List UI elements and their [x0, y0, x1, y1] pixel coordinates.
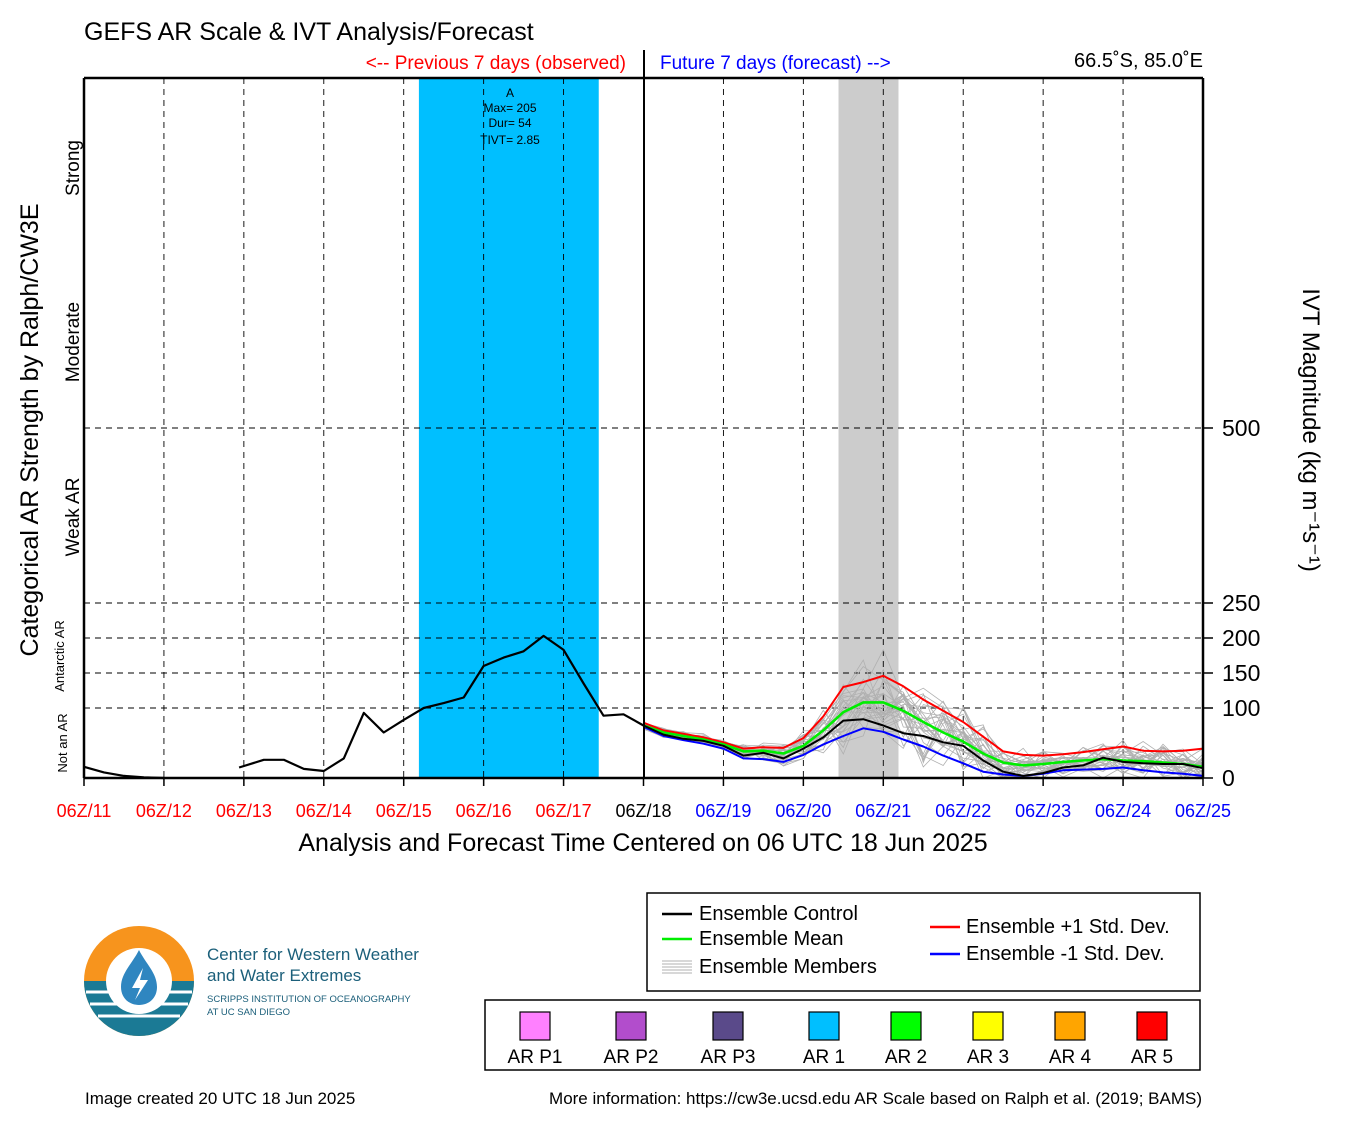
y-tick-label: 250 [1222, 590, 1260, 616]
legend-members-label: Ensemble Members [699, 956, 877, 978]
scale-swatch [1136, 1011, 1168, 1041]
scale-label: AR 1 [803, 1047, 845, 1068]
line-legend-box [646, 892, 1201, 992]
scale-label: AR 3 [967, 1047, 1009, 1068]
legend-control-label: Ensemble Control [699, 903, 858, 925]
x-tick-label: 06Z/11 [57, 801, 112, 821]
x-tick-label: 06Z/21 [855, 801, 911, 821]
location-label: 66.5˚S, 85.0˚E [1074, 50, 1203, 72]
x-tick-label: 06Z/17 [536, 801, 592, 821]
ar-event-max: Max= 205 [483, 101, 536, 115]
y-tick-label: 500 [1222, 415, 1260, 441]
category-antarctic: Antarctic AR [52, 620, 67, 692]
footer-created: Image created 20 UTC 18 Jun 2025 [85, 1089, 355, 1108]
x-tick-label: 06Z/19 [695, 801, 751, 821]
logo-line-3: SCRIPPS INSTITUTION OF OCEANOGRAPHY [207, 994, 411, 1005]
scale-label: AR P2 [604, 1047, 659, 1068]
category-moderate: Moderate [63, 302, 84, 382]
y-tick-label: 100 [1222, 695, 1260, 721]
x-tick-label: 06Z/14 [296, 801, 352, 821]
scale-label: AR 4 [1049, 1047, 1092, 1068]
scale-legend-items: AR P1 AR P2 AR P3 AR 1 AR 2 AR 3 AR 4 AR 5 [508, 1011, 1173, 1068]
ar-event-dur: Dur= 54 [488, 116, 531, 130]
series-ensemble-1-std-dev- [643, 674, 1204, 757]
x-axis-title: Analysis and Forecast Time Centered on 0… [298, 829, 987, 857]
y-right-axis-title: IVT Magnitude (kg m⁻¹s⁻¹) [1297, 288, 1324, 572]
legend-plus-label: Ensemble +1 Std. Dev. [966, 916, 1170, 938]
axis-ticks: 06Z/11 06Z/12 06Z/13 06Z/14 06Z/15 06Z/16 06Z/… [57, 415, 1261, 821]
chart-title: GEFS AR Scale & IVT Analysis/Forecast [84, 18, 534, 46]
scale-swatch [615, 1011, 647, 1041]
observed-ivt-line [83, 765, 164, 780]
logo-line-2: and Water Extremes [207, 966, 361, 985]
series-ensemble-1-std-dev- [643, 725, 1204, 777]
ar-event-tivt: TIVT= 2.85 [480, 133, 540, 147]
x-tick-label: 06Z/13 [216, 801, 272, 821]
y-left-axis-title: Categorical AR Strength by Ralph/CW3E [16, 204, 44, 657]
x-tick-label: 06Z/18 [615, 801, 671, 821]
y-tick-label: 0 [1222, 765, 1235, 791]
scale-label: AR P3 [701, 1047, 756, 1068]
scale-swatch [890, 1011, 922, 1041]
y-tick-label: 150 [1222, 660, 1260, 686]
series-ensemble-control [643, 718, 1204, 777]
x-tick-label: 06Z/15 [376, 801, 432, 821]
future-days-label: Future 7 days (forecast) --> [660, 53, 891, 74]
x-tick-label: 06Z/23 [1015, 801, 1071, 821]
previous-days-label: <-- Previous 7 days (observed) [366, 53, 626, 74]
scale-swatch [519, 1011, 551, 1041]
ensemble-members [643, 648, 1204, 779]
x-tick-label: 06Z/12 [136, 801, 192, 821]
scale-label: AR P1 [508, 1047, 563, 1068]
logo-line-1: Center for Western Weather [207, 945, 419, 964]
cw3e-logo [84, 926, 194, 1036]
ensemble-member-line [643, 698, 1204, 778]
legend-mean-label: Ensemble Mean [699, 928, 844, 950]
y-tick-label: 200 [1222, 625, 1260, 651]
category-strong: Strong [63, 140, 84, 196]
x-tick-label: 06Z/24 [1095, 801, 1151, 821]
scale-swatch [712, 1011, 744, 1041]
ar-event-label: A [506, 86, 514, 100]
x-tick-label: 06Z/22 [935, 801, 991, 821]
x-tick-label: 06Z/25 [1175, 801, 1231, 821]
grid-lines [84, 78, 1203, 778]
scale-swatch [1054, 1011, 1086, 1041]
x-tick-label: 06Z/20 [775, 801, 831, 821]
logo-line-4: AT UC SAN DIEGO [207, 1007, 290, 1018]
category-weak: Weak AR [63, 478, 84, 557]
scale-swatch [972, 1011, 1004, 1041]
scale-label: AR 2 [885, 1047, 927, 1068]
scale-swatch [808, 1011, 840, 1041]
footer-info: More information: https://cw3e.ucsd.edu … [549, 1089, 1202, 1108]
category-not-ar: Not an AR [55, 713, 70, 772]
scale-label: AR 5 [1131, 1047, 1173, 1068]
legend-minus-label: Ensemble -1 Std. Dev. [966, 943, 1165, 965]
legend-members-swatch [662, 960, 692, 974]
x-tick-label: 06Z/16 [456, 801, 512, 821]
observed-ivt-line [238, 634, 645, 773]
